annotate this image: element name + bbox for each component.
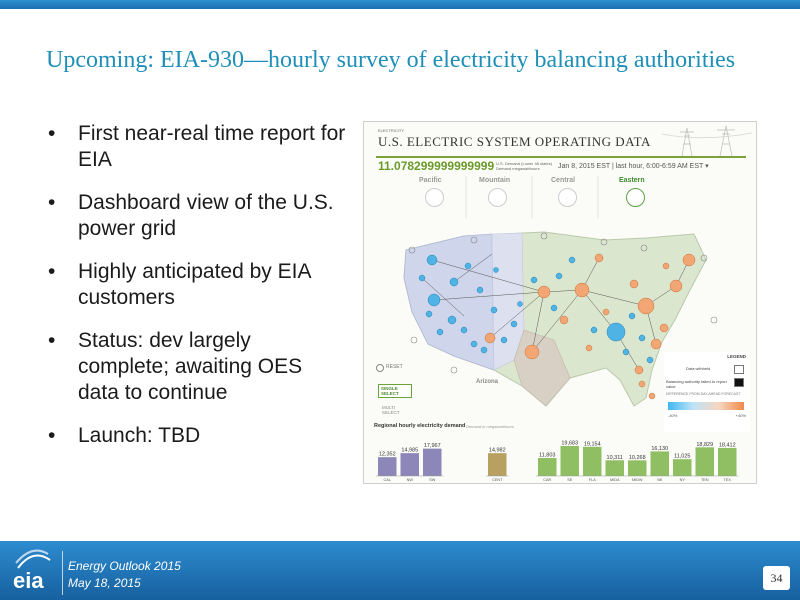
bar-value-label: 16,130	[651, 446, 668, 452]
legend-swatch-withheld	[734, 365, 744, 374]
legend-failed-report: Balancing authority failed to report val…	[666, 379, 727, 389]
bar-sw[interactable]	[423, 448, 442, 476]
bar-nw[interactable]	[400, 453, 420, 476]
bar-value-label: 11,803	[539, 453, 555, 459]
page-number: 34	[763, 566, 790, 590]
bar-ny[interactable]	[673, 459, 692, 476]
gauge-icon	[626, 188, 645, 207]
legend-color-scale	[668, 402, 744, 410]
bullet-item: Highly anticipated by EIA customers	[46, 259, 346, 311]
timezone-tab-eastern[interactable]: Eastern	[619, 177, 645, 184]
reset-icon	[376, 364, 384, 372]
regional-demand-chart: 12,352 CAL 14,985 NW 17,967 SW 14,982 CENT 11,80…	[376, 441, 739, 482]
bar-value-label: 10,311	[607, 455, 623, 461]
bar-value-label: 18,412	[719, 442, 736, 448]
legend-scale-max: +40%	[735, 413, 746, 418]
dashboard-title: U.S. ELECTRIC SYSTEM OPERATING DATA	[378, 134, 651, 149]
legend-data-withheld: Data withheld	[686, 366, 711, 371]
bar-category-label: MIDA	[610, 478, 620, 482]
bullet-item: Launch: TBD	[46, 423, 346, 449]
timezone-tab-central[interactable]: Central	[551, 177, 576, 184]
bar-category-label: CAL	[384, 478, 391, 482]
bar-midw[interactable]	[628, 460, 647, 476]
bar-cent[interactable]	[488, 453, 507, 476]
gauge-icon	[425, 188, 444, 207]
bar-value-label: 19,683	[561, 441, 578, 447]
bar-value-label: 10,268	[629, 455, 646, 461]
dashboard-divider	[376, 156, 746, 158]
bullet-list: First near-real time report for EIA Dash…	[46, 121, 346, 466]
bar-value-label: 18,829	[696, 442, 713, 448]
bullet-item: Dashboard view of the U.S. power grid	[46, 190, 346, 242]
us-grid-map[interactable]	[394, 220, 724, 416]
regional-chart-subtitle: Demand in megawatthours	[466, 424, 514, 429]
legend-scale-min: -40%	[668, 413, 678, 418]
bar-category-label: FLA	[589, 478, 596, 482]
bar-car[interactable]	[538, 458, 557, 476]
bar-se[interactable]	[560, 446, 580, 476]
power-tower-icon	[662, 125, 752, 156]
bar-category-label: CAR	[543, 478, 551, 482]
bar-fla[interactable]	[583, 446, 602, 476]
bar-category-label: NW	[407, 478, 414, 482]
bar-cal[interactable]	[378, 457, 397, 476]
gauge-icon	[558, 188, 577, 207]
regional-chart-title: Regional hourly electricity demand	[374, 423, 466, 429]
footer-event: Energy Outlook 2015	[68, 559, 181, 573]
legend-forecast-caption: DIFFERENCE FROM DAY-AHEAD FORECAST	[666, 392, 741, 396]
bullet-item: First near-real time report for EIA	[46, 121, 346, 173]
footer-divider	[62, 551, 63, 595]
legend-swatch-failed	[734, 378, 744, 387]
bar-category-label: NE	[657, 478, 663, 482]
multi-select-button[interactable]: MULTI SELECT	[382, 405, 400, 415]
dashboard-screenshot: ELECTRICITY U.S. ELECTRIC SYSTEM OPERATI…	[363, 121, 757, 484]
dashboard-supertitle: ELECTRICITY	[378, 128, 405, 133]
top-accent-bar	[0, 0, 800, 9]
bar-value-label: 14,982	[489, 448, 506, 454]
bar-category-label: SW	[429, 478, 436, 482]
date-selector[interactable]: Jan 8, 2015 EST | last hour, 6:00-6:59 A…	[558, 163, 709, 170]
bar-mida[interactable]	[605, 460, 625, 476]
map-legend: LEGEND Data withheld Balancing authority…	[664, 352, 750, 432]
bar-ten[interactable]	[695, 447, 715, 476]
timezone-tab-pacific[interactable]: Pacific	[419, 177, 442, 184]
legend-title: LEGEND	[727, 354, 746, 359]
bar-category-label: CENT	[492, 478, 503, 482]
bar-ne[interactable]	[650, 451, 670, 476]
eia-logo-text: eia	[13, 568, 44, 593]
bullet-item: Status: dev largely complete; awaiting O…	[46, 328, 346, 406]
footer-bar: eia Energy Outlook 2015 May 18, 2015 34	[0, 541, 800, 600]
bar-value-label: 17,967	[424, 443, 441, 449]
us-demand-value: 11.078299999999999	[378, 159, 495, 173]
bar-category-label: TEX	[724, 478, 732, 482]
bar-tex[interactable]	[718, 447, 737, 476]
gauge-icon	[488, 188, 507, 207]
single-select-button[interactable]: SINGLE SELECT	[378, 384, 412, 398]
eia-logo: eia	[13, 549, 51, 593]
bar-value-label: 12,352	[379, 452, 396, 458]
bar-value-label: 19,154	[584, 441, 601, 447]
timezone-tab-mountain[interactable]: Mountain	[479, 177, 511, 184]
us-demand-caption: U.S. Demand (Lower 48 states) Demand meg…	[496, 161, 553, 171]
bar-category-label: TEN	[701, 478, 709, 482]
footer-date: May 18, 2015	[68, 576, 141, 590]
bar-category-label: MIDW	[632, 478, 643, 482]
slide-title: Upcoming: EIA-930—hourly survey of elect…	[46, 47, 736, 73]
region-label-arizona: Arizona	[476, 379, 499, 385]
bar-value-label: 14,985	[401, 448, 418, 454]
bar-category-label: SE	[567, 478, 573, 482]
bar-category-label: NY	[680, 478, 686, 482]
bar-value-label: 11,025	[674, 454, 690, 460]
reset-button[interactable]: RESET	[386, 364, 403, 370]
timezone-dividers	[465, 176, 599, 218]
